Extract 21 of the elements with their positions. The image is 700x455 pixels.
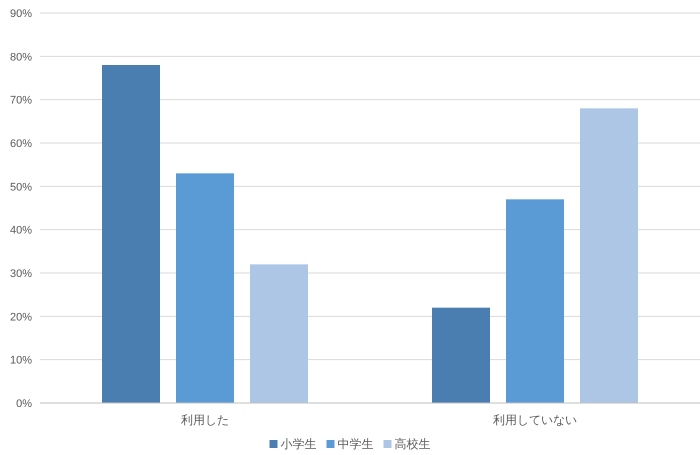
bar [506,199,564,403]
x-tick-label: 利用していない [493,413,577,427]
y-tick-label: 70% [10,94,32,107]
y-tick-label: 80% [10,51,32,64]
y-tick-label: 10% [10,354,32,367]
y-tick-label: 60% [10,138,32,150]
y-tick-label: 0% [16,398,32,410]
legend-label: 小学生 [280,437,316,451]
bar [580,108,638,403]
legend-label: 中学生 [338,437,374,451]
x-tick-label: 利用した [181,413,229,427]
bar [176,173,234,403]
y-tick-label: 90% [10,8,32,20]
bar [102,65,160,403]
bar [432,308,490,403]
bar [250,264,308,403]
y-tick-label: 50% [10,181,32,194]
y-tick-label: 30% [10,268,32,280]
legend-label: 高校生 [394,437,430,451]
y-tick-label: 20% [10,311,32,324]
y-tick-label: 40% [10,224,32,237]
